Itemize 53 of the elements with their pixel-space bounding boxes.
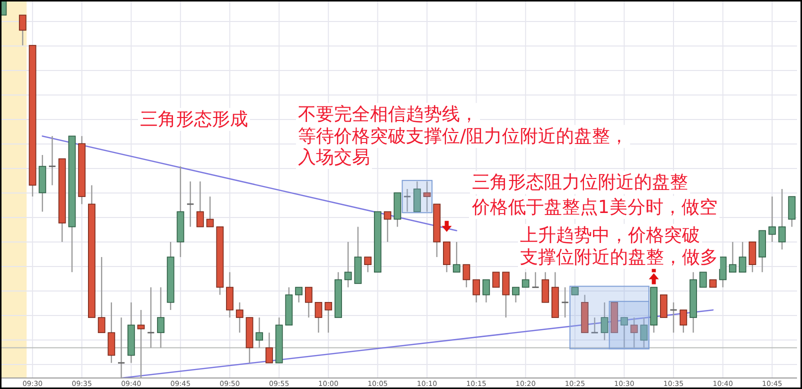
candlestick [186, 180, 194, 228]
candlestick [403, 188, 412, 212]
candlestick [443, 241, 450, 273]
annotation: 支撑位附近的盘整，做多 [520, 246, 718, 268]
candlestick [226, 272, 234, 318]
candlestick [788, 196, 796, 228]
candlestick [531, 272, 540, 288]
candlestick [492, 272, 500, 288]
candlestick [472, 279, 480, 303]
candlestick [413, 180, 421, 212]
candlestick [108, 302, 116, 364]
candlestick [295, 286, 302, 303]
candlestick [522, 272, 530, 288]
candlestick [728, 241, 736, 273]
candlestick [256, 316, 264, 348]
candlestick [314, 302, 322, 334]
candlestick [452, 241, 460, 273]
candlestick [561, 286, 570, 318]
annotation: 价格低于盘整点1美分时，做空 [471, 196, 718, 218]
candlestick [206, 196, 214, 228]
annotation: 入场交易 [298, 146, 370, 168]
annotation: 等待价格突破支撑位/阻力位附近的盘整， [298, 126, 628, 147]
candlestick [423, 180, 431, 212]
candlestick [680, 309, 688, 334]
candlestick [502, 272, 510, 318]
candlestick [146, 286, 155, 348]
candlestick [778, 188, 786, 250]
annotation: 三角形态阻力位附近的盘整 [472, 172, 688, 193]
candlestick [304, 286, 312, 318]
candlestick [48, 135, 56, 186]
candlestick [699, 272, 707, 288]
candlestick [364, 256, 372, 273]
candlestick [157, 286, 164, 348]
candlestick [196, 180, 204, 228]
candlestick [738, 241, 746, 273]
candlestick [344, 241, 352, 288]
candlestick [482, 279, 490, 303]
candlestick [462, 264, 470, 288]
candlestick [98, 256, 106, 334]
candlestick [18, 14, 26, 46]
candlestick [542, 272, 550, 303]
candlestick [384, 211, 392, 243]
annotation: 不要完全相信趋势线， [298, 104, 478, 125]
annotation: 三角形态形成 [140, 108, 248, 130]
candlestick [768, 196, 776, 243]
candlestick [748, 241, 756, 273]
candlestick [324, 302, 332, 334]
candlestick [660, 294, 668, 318]
candlestick [236, 302, 244, 334]
annotation: 上升趋势中，价格突破 [520, 224, 700, 246]
candlestick [719, 256, 727, 288]
candlestick [266, 332, 273, 364]
candlestick [512, 286, 520, 303]
